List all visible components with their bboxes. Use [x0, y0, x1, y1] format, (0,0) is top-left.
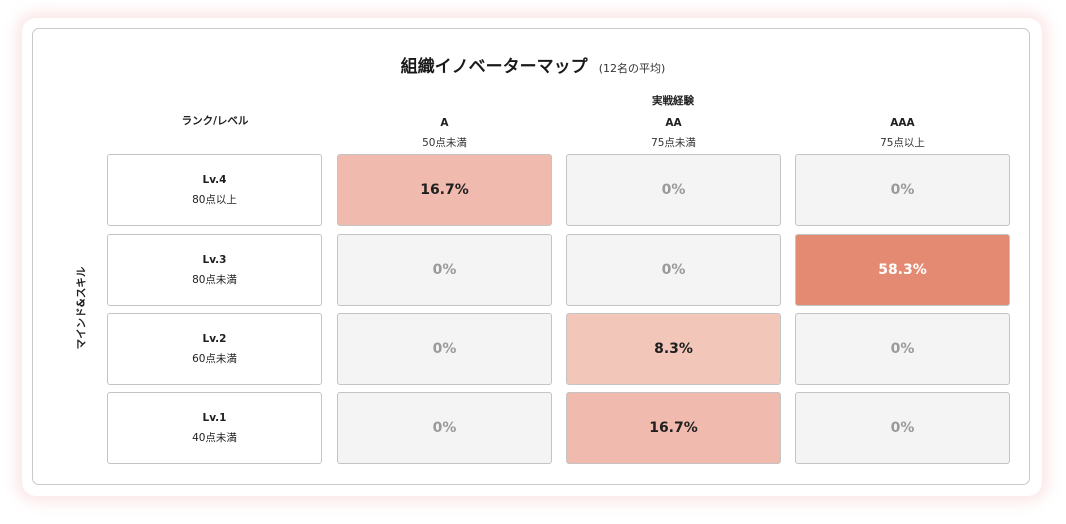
- row-name: Lv.1: [202, 412, 227, 424]
- column-name: A: [440, 117, 449, 129]
- heatmap-cell: 16.7%: [337, 154, 552, 226]
- row-name: Lv.2: [202, 333, 227, 345]
- row-condition: 60点未満: [192, 353, 237, 365]
- heatmap-cell: 0%: [337, 313, 552, 385]
- row-condition: 40点未満: [192, 432, 237, 444]
- row-condition: 80点未満: [192, 274, 237, 286]
- chart-title: 組織イノベーターマップ: [400, 57, 588, 77]
- heatmap-cell: 0%: [566, 154, 781, 226]
- x-axis-title: 実戦経験: [652, 95, 694, 107]
- heatmap-cell: 0%: [566, 234, 781, 306]
- row-header-lv1: Lv.1 40点未満: [107, 392, 322, 464]
- y-axis-title: マインド&スキル: [75, 266, 88, 350]
- row-header-lv3: Lv.3 80点未満: [107, 234, 322, 306]
- corner-label: ランク/レベル: [181, 115, 249, 127]
- heatmap-cell: 0%: [337, 234, 552, 306]
- row-name: Lv.3: [202, 254, 227, 266]
- column-header-aa: AA 75点未満: [566, 113, 781, 153]
- row-name: Lv.4: [202, 174, 227, 186]
- heatmap-cell: 0%: [337, 392, 552, 464]
- heatmap-cell: 0%: [795, 392, 1010, 464]
- row-header-lv4: Lv.4 80点以上: [107, 154, 322, 226]
- column-name: AA: [665, 117, 682, 129]
- row-condition: 80点以上: [192, 194, 237, 206]
- column-header-aaa: AAA 75点以上: [795, 113, 1010, 153]
- heatmap-cell: 8.3%: [566, 313, 781, 385]
- chart-header: 組織イノベーターマップ (12名の平均): [0, 52, 1066, 77]
- heatmap-cell: 0%: [795, 154, 1010, 226]
- column-name: AAA: [890, 117, 915, 129]
- row-header-lv2: Lv.2 60点未満: [107, 313, 322, 385]
- column-header-a: A 50点未満: [337, 113, 552, 153]
- column-condition: 75点以上: [880, 137, 925, 149]
- column-condition: 75点未満: [651, 137, 696, 149]
- heatmap-cell: 16.7%: [566, 392, 781, 464]
- heatmap-cell: 58.3%: [795, 234, 1010, 306]
- heatmap-cell: 0%: [795, 313, 1010, 385]
- chart-subtitle: (12名の平均): [598, 62, 666, 75]
- column-condition: 50点未満: [422, 137, 467, 149]
